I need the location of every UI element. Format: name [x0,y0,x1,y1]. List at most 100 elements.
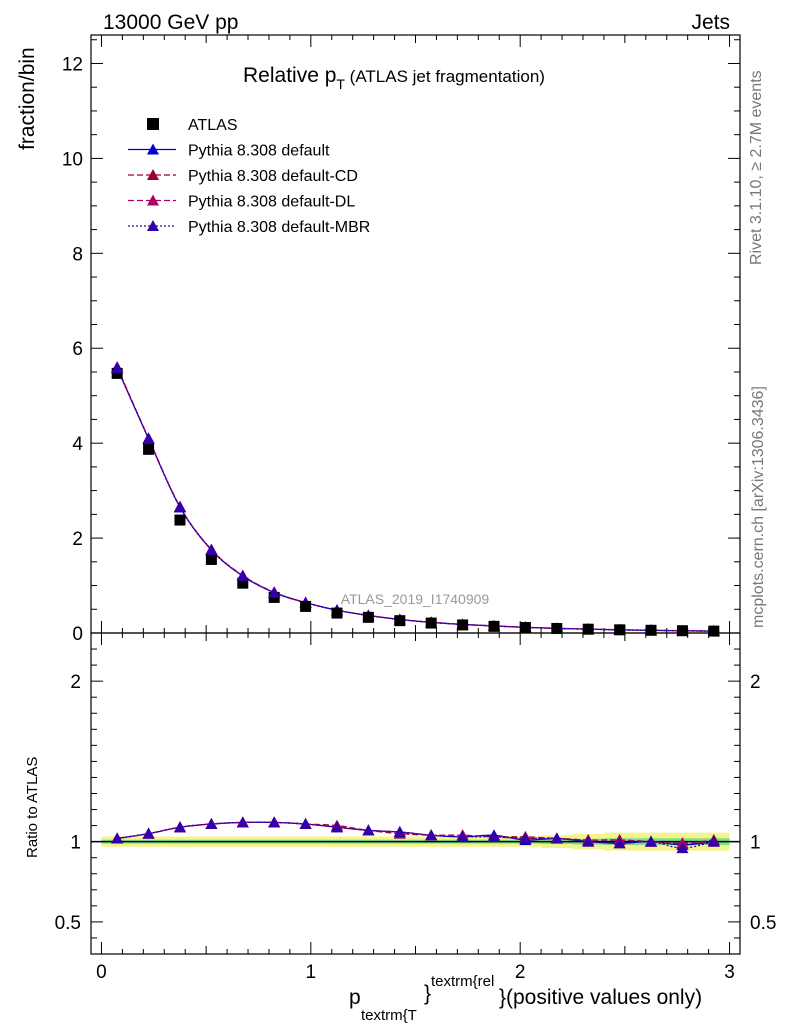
atlas-data-point [488,620,500,632]
legend-entry: Pythia 8.308 default [128,143,330,160]
upper-point-top-3 [142,432,155,444]
atlas-data-point [205,553,217,565]
ratio-point-series-3 [425,829,438,841]
ratio-point-series-3 [707,835,720,847]
upper-ytick-label: 8 [72,244,83,265]
atlas-data-point [645,624,657,636]
x-axis-label-sub: textrm{T [361,1007,417,1024]
header-left: 13000 GeV pp [103,11,238,34]
legend-entry: Pythia 8.308 default-MBR [128,219,370,236]
lower-ytick-label: 2 [70,672,81,693]
atlas-data-point [614,624,626,636]
x-axis-label-suffix: (positive values only) [506,986,702,1009]
ratio-point-series-3 [330,821,343,833]
atlas-data-point [676,625,688,637]
upper-line-2 [116,366,714,632]
ratio-point-series-3 [582,835,595,847]
upper-ytick-label: 6 [72,339,83,360]
xtick-label: 2 [515,962,526,983]
ratio-point-series-3 [488,830,501,842]
plot-title: Relative pT (ATLAS jet fragmentation) [243,64,545,92]
ratio-point-series-3 [393,826,406,838]
ratio-point-series-3 [550,832,563,844]
xtick-label: 3 [724,962,735,983]
ratio-point-series-3 [205,817,218,829]
x-axis-label: p textrm{T } textrm{rel } (positive valu… [349,973,702,1024]
upper-point-top-3 [268,586,281,598]
ratio-point-series-3 [268,816,281,828]
legend-label: ATLAS [188,117,238,134]
atlas-data-point [237,577,249,589]
legend-entry: ATLAS [147,117,238,134]
upper-point-top-3 [236,570,249,582]
ratio-point-series-3 [173,821,186,833]
upper-ytick-label: 0 [72,624,83,645]
lower-ytick-label: 1 [70,833,81,854]
x-axis-label-sup: textrm{rel [431,973,494,990]
upper-ytick-label: 2 [72,529,83,550]
analysis-watermark: ATLAS_2019_I1740909 [341,591,490,607]
ratio-point-series-3 [519,832,532,844]
ratio-point-series-3 [299,817,312,829]
legend-triangle-marker [147,169,159,180]
atlas-data-point [174,514,186,526]
lower-axis-ticks: 0.5 0.5 1 1 2 2 0 1 2 3 [55,633,776,983]
upper-y-axis-label: fraction/bin [16,47,39,150]
xtick-label: 0 [96,962,107,983]
ratio-point-series-3 [362,824,375,836]
upper-axis-ticks: 0 2 4 6 8 10 12 [62,35,740,645]
ratio-point-series-3 [456,830,469,842]
lower-series-group [111,816,720,854]
atlas-data-point [519,622,531,634]
lower-y-axis-label: Ratio to ATLAS [24,757,41,858]
upper-point-top-3 [111,361,124,373]
mcplots-label: mcplots.cern.ch [arXiv:1306.3436] [750,386,767,628]
ratio-line-1 [117,821,714,844]
upper-point-top-3 [173,501,186,513]
atlas-data-point [394,615,406,627]
legend-label: Pythia 8.308 default-CD [188,168,358,185]
legend-label: Pythia 8.308 default-DL [188,194,355,211]
legend: ATLAS Pythia 8.308 default Pythia 8.308 de… [128,117,370,236]
atlas-data-point [111,367,123,379]
ratio-point-series-3 [676,842,689,854]
atlas-data-point [551,622,563,634]
atlas-data-point [425,617,437,629]
atlas-data-point [582,623,594,635]
x-axis-label-brace-close: } [499,986,506,1009]
lower-ytick-label: 0.5 [55,913,81,934]
atlas-data-point [331,607,343,619]
lower-ytick-label-right: 1 [750,833,761,854]
ratio-point-series-3 [236,816,249,828]
upper-point-top-3 [205,543,218,555]
legend-label: Pythia 8.308 default [188,143,330,160]
x-axis-label-brace-open: } [424,982,431,1005]
xtick-label: 1 [306,962,317,983]
legend-entry: Pythia 8.308 default-DL [128,194,355,211]
legend-triangle-marker [147,143,159,155]
lower-ytick-label-right: 0.5 [750,913,776,934]
legend-entry: Pythia 8.308 default-CD [128,168,358,185]
legend-triangle-marker [147,220,159,231]
ratio-point-series-3 [645,835,658,847]
lower-panel-frame [90,632,741,955]
atlas-data-point [708,625,720,637]
atlas-data-point [300,600,312,612]
upper-series-group [111,361,720,637]
legend-triangle-marker [147,194,159,206]
atlas-data-point [362,611,374,623]
legend-label: Pythia 8.308 default-MBR [188,219,370,236]
rivet-label: Rivet 3.1.10, ≥ 2.7M events [748,70,765,265]
legend-square-marker [147,118,159,130]
ratio-point-series-3 [111,832,124,844]
upper-ytick-label: 10 [62,149,83,170]
upper-ytick-label: 4 [72,434,83,455]
ratio-point-series-3 [142,827,155,839]
ratio-point-series-3 [613,837,626,849]
x-axis-label-p: p [349,986,361,1009]
header-right: Jets [691,11,730,34]
atlas-data-point [457,619,469,631]
atlas-data-point [143,443,155,455]
upper-ytick-label: 12 [62,54,83,75]
